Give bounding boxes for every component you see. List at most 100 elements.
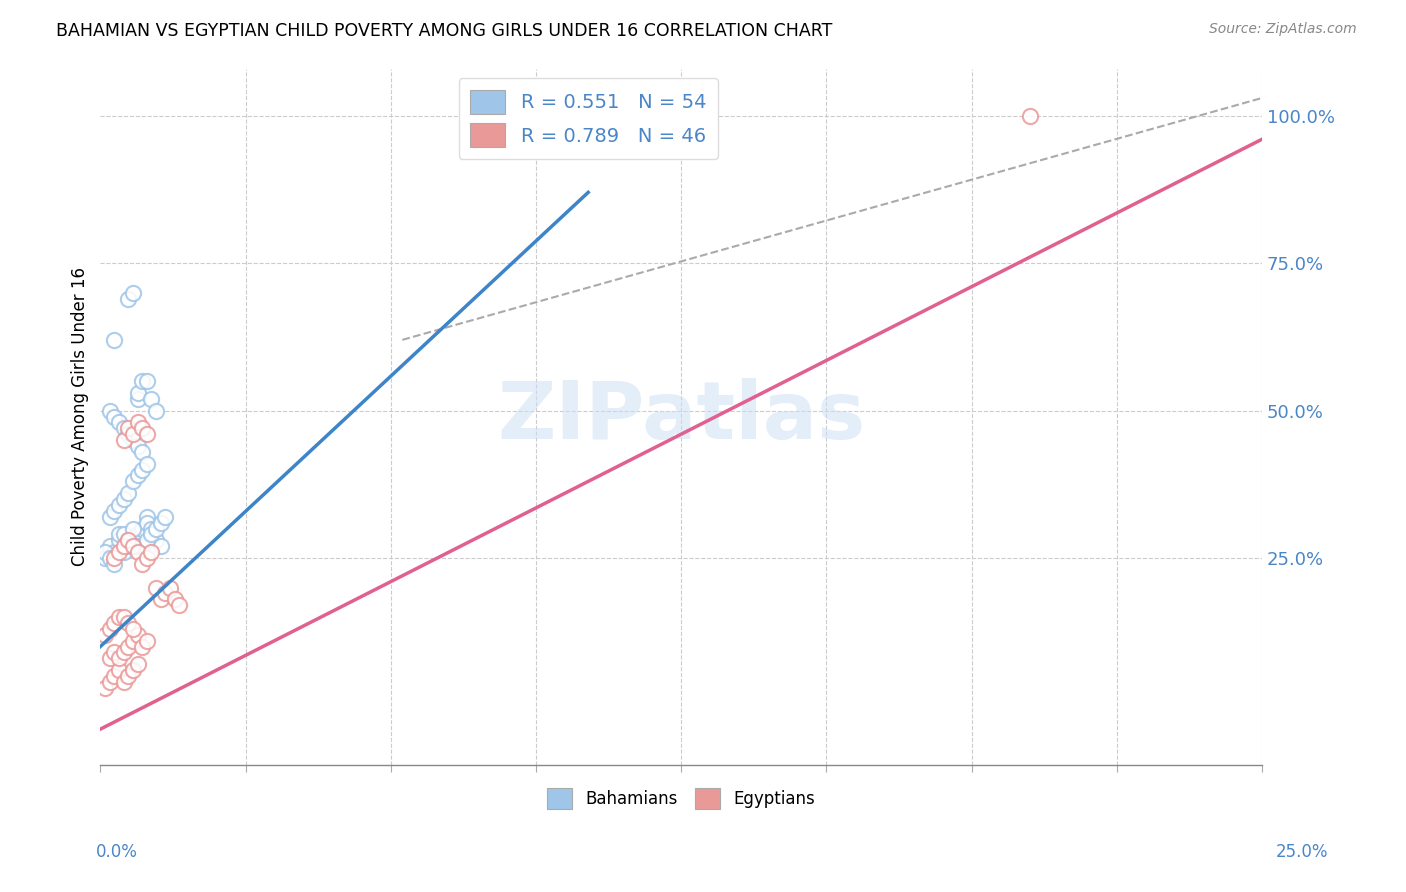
Point	[117, 640, 139, 654]
Point	[112, 645, 135, 659]
Point	[122, 522, 145, 536]
Point	[103, 333, 125, 347]
Point	[1018, 109, 1040, 123]
Point	[131, 421, 153, 435]
Point	[117, 539, 139, 553]
Point	[135, 516, 157, 530]
Point	[122, 633, 145, 648]
Point	[155, 509, 177, 524]
Point	[127, 539, 149, 553]
Point	[98, 675, 121, 690]
Point	[127, 628, 149, 642]
Point	[122, 533, 145, 548]
Point	[98, 539, 121, 553]
Point	[127, 657, 149, 672]
Point	[141, 392, 163, 406]
Point	[127, 527, 149, 541]
Point	[141, 522, 163, 536]
Point	[117, 292, 139, 306]
Point	[108, 651, 131, 665]
Point	[131, 557, 153, 571]
Point	[127, 439, 149, 453]
Point	[145, 533, 167, 548]
Point	[98, 509, 121, 524]
Point	[94, 545, 117, 559]
Point	[112, 433, 135, 447]
Point	[94, 628, 117, 642]
Point	[131, 374, 153, 388]
Point	[122, 622, 145, 636]
Point	[112, 421, 135, 435]
Point	[98, 403, 121, 417]
Point	[108, 545, 131, 559]
Point	[117, 421, 139, 435]
Text: 0.0%: 0.0%	[96, 843, 138, 861]
Point	[145, 403, 167, 417]
Point	[103, 409, 125, 424]
Point	[103, 669, 125, 683]
Point	[94, 681, 117, 695]
Point	[98, 651, 121, 665]
Point	[141, 527, 163, 541]
Point	[145, 522, 167, 536]
Point	[131, 539, 153, 553]
Point	[117, 533, 139, 548]
Point	[135, 551, 157, 566]
Point	[155, 586, 177, 600]
Point	[149, 539, 172, 553]
Point	[163, 592, 186, 607]
Point	[117, 669, 139, 683]
Point	[103, 645, 125, 659]
Point	[135, 509, 157, 524]
Point	[112, 675, 135, 690]
Point	[149, 592, 172, 607]
Point	[108, 533, 131, 548]
Point	[122, 663, 145, 677]
Legend: Bahamians, Egyptians: Bahamians, Egyptians	[541, 781, 821, 815]
Point	[103, 545, 125, 559]
Point	[112, 539, 135, 553]
Point	[131, 640, 153, 654]
Point	[149, 516, 172, 530]
Point	[117, 533, 139, 548]
Point	[108, 498, 131, 512]
Point	[112, 610, 135, 624]
Point	[103, 504, 125, 518]
Point	[135, 457, 157, 471]
Point	[94, 551, 117, 566]
Point	[103, 557, 125, 571]
Point	[135, 374, 157, 388]
Point	[103, 551, 125, 566]
Point	[108, 663, 131, 677]
Point	[98, 551, 121, 566]
Point	[159, 581, 181, 595]
Point	[127, 385, 149, 400]
Point	[117, 486, 139, 500]
Y-axis label: Child Poverty Among Girls Under 16: Child Poverty Among Girls Under 16	[72, 267, 89, 566]
Point	[127, 392, 149, 406]
Point	[98, 622, 121, 636]
Point	[127, 468, 149, 483]
Point	[112, 492, 135, 507]
Point	[131, 462, 153, 476]
Text: Source: ZipAtlas.com: Source: ZipAtlas.com	[1209, 22, 1357, 37]
Point	[122, 433, 145, 447]
Point	[122, 285, 145, 300]
Point	[135, 533, 157, 548]
Point	[117, 427, 139, 442]
Point	[135, 427, 157, 442]
Point	[169, 599, 191, 613]
Point	[131, 445, 153, 459]
Point	[122, 427, 145, 442]
Point	[103, 615, 125, 630]
Point	[108, 527, 131, 541]
Text: ZIPatlas: ZIPatlas	[496, 377, 865, 456]
Point	[112, 527, 135, 541]
Point	[108, 416, 131, 430]
Point	[122, 475, 145, 489]
Text: 25.0%: 25.0%	[1277, 843, 1329, 861]
Point	[122, 539, 145, 553]
Point	[145, 581, 167, 595]
Point	[108, 610, 131, 624]
Point	[131, 522, 153, 536]
